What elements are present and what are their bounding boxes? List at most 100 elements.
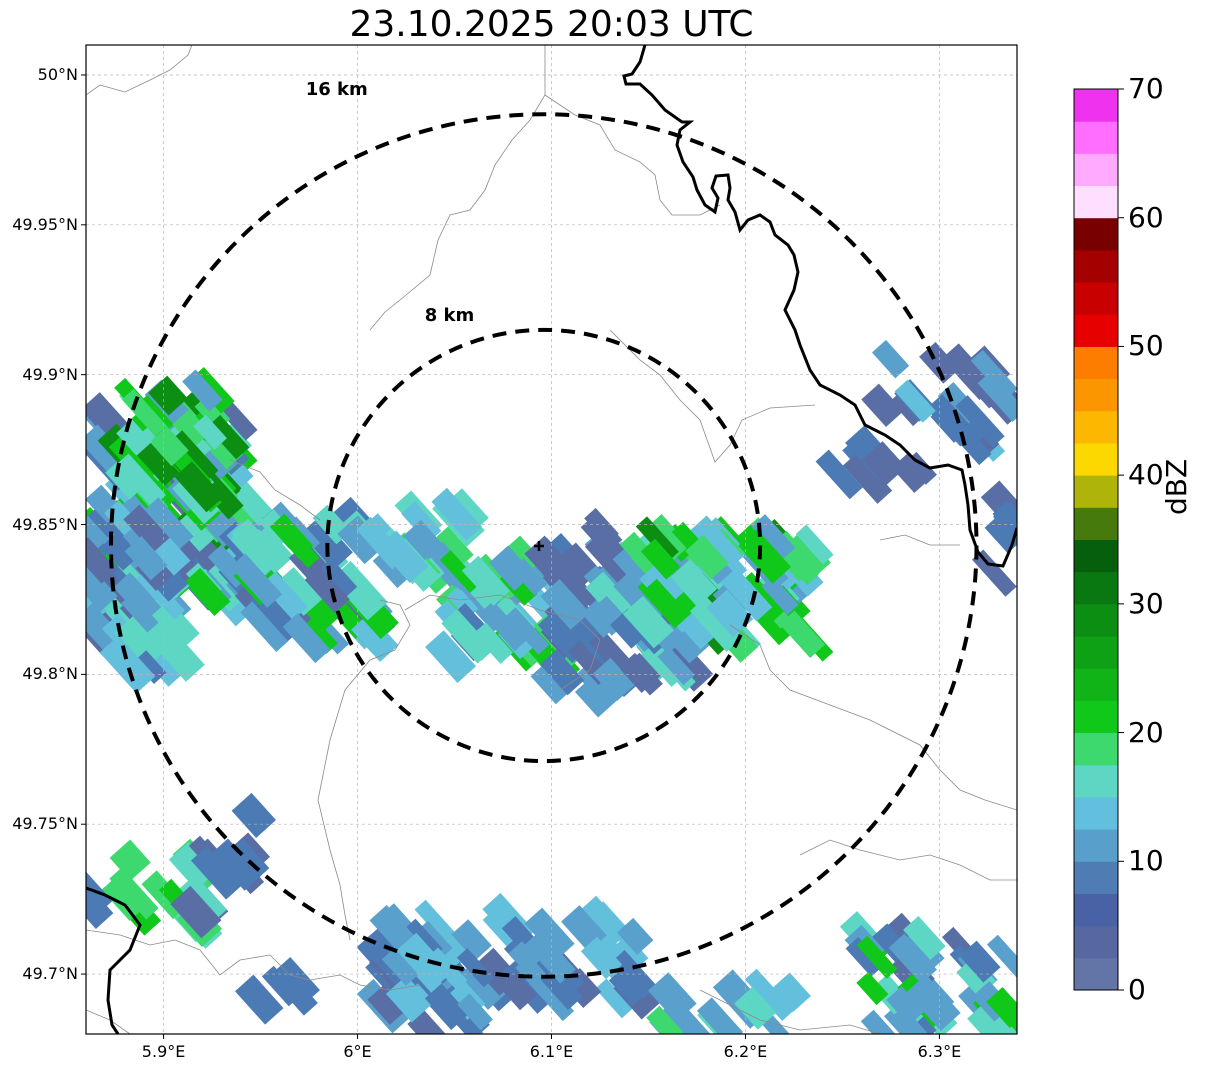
echo-gate (620, 652, 661, 693)
echo-gate (197, 558, 250, 612)
ring-label-16km: 16 km (305, 78, 368, 100)
ring-label-8km: 8 km (424, 305, 475, 327)
echo-gate (871, 339, 910, 379)
colorbar-tick-label: 20 (1128, 715, 1164, 749)
echo-gate (508, 941, 550, 984)
border-line (799, 839, 1017, 881)
echo-gate (431, 526, 474, 570)
echo-gate (109, 839, 151, 881)
border-line (879, 534, 960, 546)
echo-gate (738, 529, 792, 584)
echo-gate (101, 873, 148, 921)
echo-gate (906, 974, 961, 1031)
colorbar-segment (1074, 925, 1118, 959)
colorbar-tick-label: 40 (1128, 458, 1164, 492)
echo-gate (504, 607, 550, 655)
echo-gate (860, 1009, 903, 1034)
echo-gate (886, 986, 925, 1026)
colorbar-tick-label: 10 (1128, 844, 1164, 878)
border-line (86, 929, 421, 991)
echo-gate (136, 441, 180, 486)
echo-gate (815, 449, 863, 500)
echo-gate (779, 610, 826, 659)
echo-gate (439, 550, 481, 594)
range-ring-16km (108, 112, 979, 979)
echo-gate (149, 426, 189, 467)
range-ring-8km (325, 327, 763, 764)
colorbar-segment (1074, 829, 1118, 862)
echo-gate (425, 630, 477, 683)
echo-gate (282, 613, 331, 664)
echo-gate (957, 365, 992, 401)
echo-gate (592, 657, 635, 702)
echo-gate (685, 534, 729, 580)
lon-tick-label: 6.1°E (529, 1042, 574, 1061)
colorbar-tick-label: 0 (1128, 973, 1146, 1006)
echo-gate (115, 614, 167, 668)
echo-gate (595, 978, 634, 1019)
echo-gate (182, 369, 223, 412)
echo-gate (304, 566, 350, 614)
colorbar-segment (1074, 153, 1118, 187)
echo-gate (524, 907, 575, 960)
colorbar-segment (1074, 636, 1118, 669)
echo-gate (615, 934, 649, 969)
map-title: 23.10.2025 20:03 UTC (349, 4, 754, 45)
echo-gate (315, 557, 358, 601)
echo-gate (861, 441, 907, 487)
echo-gate (744, 968, 795, 1021)
echo-gate (734, 986, 777, 1030)
echo-gate (301, 616, 338, 655)
echo-gate (367, 985, 407, 1025)
lon-tick-label: 6°E (343, 1042, 372, 1061)
echo-gate (133, 650, 167, 684)
echo-gate (477, 598, 528, 652)
echo-gate (231, 792, 276, 838)
echo-gate (903, 915, 946, 961)
colorbar-segment (1074, 378, 1118, 412)
echo-gate (149, 624, 205, 682)
echo-gate (894, 379, 936, 423)
echo-gate (461, 555, 510, 606)
colorbar-tick-label: 50 (1128, 329, 1164, 363)
colorbar-segment (1074, 282, 1118, 315)
echo-gate (689, 596, 743, 652)
echo-gate (381, 947, 419, 986)
echo-gate (172, 409, 211, 448)
echo-gate (959, 940, 1001, 983)
lon-tick-label: 5.9°E (141, 1042, 186, 1061)
echo-gate (761, 575, 799, 615)
echo-gate (193, 414, 227, 450)
echo-gate (622, 595, 674, 649)
border-line (86, 45, 193, 96)
colorbar-segment (1074, 410, 1118, 444)
border-line (229, 459, 321, 521)
colorbar-segment (1074, 314, 1118, 347)
echo-gate (170, 430, 219, 482)
radar-site-marker (534, 541, 544, 551)
lat-tick-label: 49.7°N (22, 964, 78, 984)
echo-gate (721, 568, 773, 622)
echo-gate (168, 842, 216, 891)
echo-gate (139, 497, 194, 554)
echo-gate (638, 646, 672, 680)
echo-gate (407, 1009, 453, 1034)
echo-gate (845, 937, 884, 977)
echo-gate (148, 375, 188, 416)
echo-gate (280, 527, 320, 569)
echo-gate (184, 567, 231, 616)
echo-gate (403, 519, 443, 561)
echo-gate (457, 993, 493, 1031)
echo-gate (86, 603, 125, 655)
echo-gate (105, 462, 142, 500)
echo-gate (235, 974, 284, 1025)
colorbar-segment (1074, 507, 1118, 540)
colorbar-segment (1074, 217, 1118, 251)
echo-gate (171, 511, 215, 556)
echo-gate (530, 659, 575, 705)
echo-gate (191, 846, 242, 900)
echo-gate (473, 622, 514, 664)
border-line (622, 45, 1017, 568)
country-border (86, 45, 1017, 1034)
echo-gate (616, 917, 654, 955)
